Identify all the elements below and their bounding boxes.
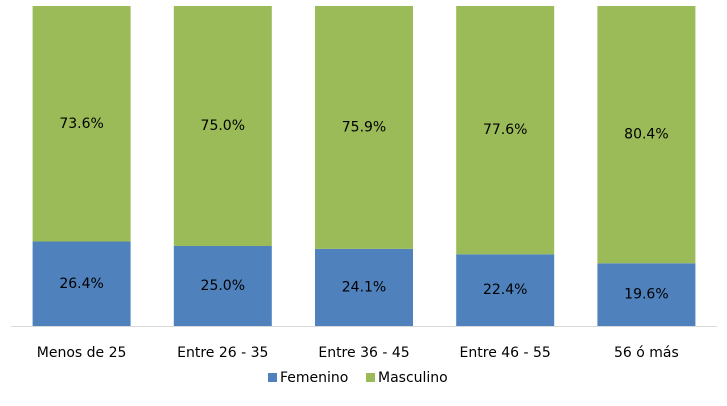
bar-segment (456, 254, 555, 326)
bar-segment (456, 6, 555, 255)
data-label: 80.4% (624, 127, 668, 143)
data-label: 77.6% (483, 122, 527, 138)
data-label: 75.0% (201, 118, 245, 134)
x-tick-label: Entre 46 - 55 (460, 345, 551, 361)
data-label: 24.1% (342, 279, 386, 295)
data-label: 25.0% (201, 278, 245, 294)
bar-segment (173, 246, 272, 326)
bar-segment (315, 6, 413, 249)
bar-segment (597, 6, 696, 264)
legend-swatch (366, 373, 375, 382)
legend-swatch (268, 373, 277, 382)
data-label: 26.4% (59, 276, 103, 292)
data-label: 75.9% (342, 119, 386, 135)
data-label: 19.6% (624, 287, 668, 303)
x-tick-label: Entre 26 - 35 (177, 345, 268, 361)
bar-segment (315, 248, 413, 326)
data-label: 22.4% (483, 282, 527, 298)
x-tick-label: 56 ó más (614, 345, 679, 361)
bar-segment (597, 263, 696, 326)
legend-label: Femenino (280, 370, 348, 386)
bar-segment (173, 6, 272, 246)
x-tick-label: Entre 36 - 45 (318, 345, 409, 361)
legend-label: Masculino (378, 370, 448, 386)
bar-segment (32, 241, 131, 326)
data-label: 73.6% (59, 116, 103, 132)
bar-segment (32, 6, 131, 242)
x-tick-label: Menos de 25 (37, 345, 127, 361)
